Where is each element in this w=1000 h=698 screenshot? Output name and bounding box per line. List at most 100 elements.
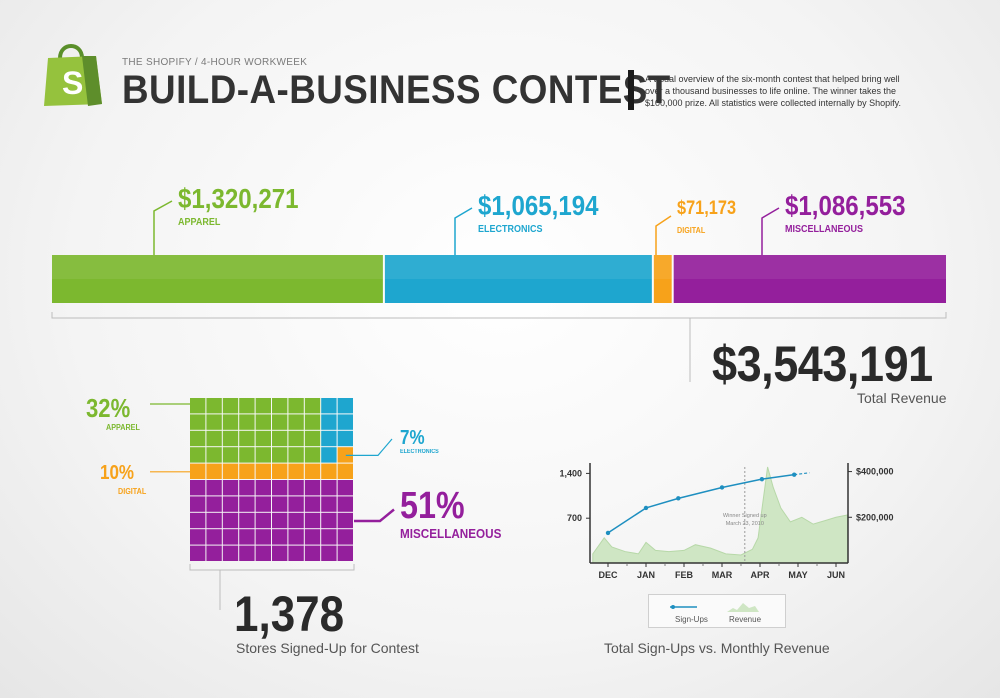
- page-title: BUILD-A-BUSINESS CONTEST: [122, 68, 671, 112]
- waffle-cell-apparel: [190, 414, 206, 430]
- signups-revenue-chart: Winner Signed up March 23, 2010 1,400 700 $4…: [559, 463, 894, 580]
- left-tick-label: 700: [567, 513, 582, 523]
- waffle-cell-miscellaneous: [190, 512, 206, 529]
- waffle-cell-apparel: [304, 414, 321, 430]
- waffle-category-miscellaneous: MISCELLANEOUS: [400, 526, 502, 541]
- waffle-cell-apparel: [255, 398, 271, 414]
- revenue-bar-electronics: [384, 255, 652, 303]
- waffle-cell-miscellaneous: [222, 496, 239, 512]
- total-revenue-label: Total Revenue: [857, 390, 947, 406]
- revenue-amount-apparel: $1,320,271: [178, 183, 299, 214]
- signups-point: [759, 476, 765, 482]
- waffle-cell-miscellaneous: [239, 496, 255, 512]
- signups-line-projection: [794, 472, 810, 476]
- x-tick-label: APR: [750, 570, 770, 580]
- waffle-cell-apparel: [239, 447, 255, 463]
- revenue-category-apparel: APPAREL: [178, 217, 221, 228]
- waffle-cell-apparel: [206, 447, 222, 463]
- left-tick-label: 1,400: [559, 468, 582, 478]
- chart-caption: Total Sign-Ups vs. Monthly Revenue: [604, 640, 830, 656]
- signups-line: [607, 473, 795, 534]
- signups-point: [792, 472, 797, 477]
- waffle-percent-miscellaneous: 51%: [400, 485, 465, 527]
- waffle-cell-apparel: [288, 398, 304, 414]
- chart-legend: Sign-Ups Revenue: [648, 594, 786, 628]
- waffle-cell-miscellaneous: [288, 529, 304, 545]
- waffle-cell-miscellaneous: [321, 512, 337, 529]
- waffle-cell-apparel: [272, 447, 288, 463]
- waffle-category-digital: DIGITAL: [118, 487, 147, 496]
- waffle-cell-apparel: [222, 447, 239, 463]
- waffle-cell-miscellaneous: [321, 480, 337, 496]
- waffle-cell-apparel: [206, 430, 222, 447]
- revenue-category-miscellaneous: MISCELLANEOUS: [785, 224, 864, 235]
- waffle-cell-miscellaneous: [206, 480, 222, 496]
- waffle-cell-miscellaneous: [222, 480, 239, 496]
- waffle-cell-apparel: [206, 414, 222, 430]
- waffle-cell-miscellaneous: [272, 545, 288, 561]
- waffle-leader-miscellaneous: [354, 508, 395, 523]
- title-divider: [628, 70, 634, 110]
- signups-point: [605, 530, 611, 536]
- waffle-cell-digital: [239, 463, 255, 479]
- waffle-cell-miscellaneous: [206, 545, 222, 561]
- waffle-chart: [150, 398, 395, 610]
- waffle-cell-digital: [272, 463, 288, 479]
- waffle-cell-digital: [337, 447, 353, 463]
- waffle-category-electronics: ELECTRONICS: [400, 449, 439, 455]
- waffle-cell-apparel: [222, 430, 239, 447]
- waffle-cell-electronics: [337, 398, 353, 414]
- winner-annotation-line-1: Winner Signed up: [723, 513, 767, 519]
- revenue-bar-chart: [51, 200, 947, 382]
- waffle-cell-miscellaneous: [288, 545, 304, 561]
- waffle-cell-digital: [255, 463, 271, 479]
- callout-line-electronics: [454, 207, 473, 255]
- waffle-cell-miscellaneous: [321, 529, 337, 545]
- waffle-cell-apparel: [255, 447, 271, 463]
- waffle-cell-miscellaneous: [222, 545, 239, 561]
- waffle-cell-digital: [304, 463, 321, 479]
- revenue-amount-miscellaneous: $1,086,553: [785, 190, 906, 221]
- waffle-cell-miscellaneous: [337, 545, 353, 561]
- waffle-cell-electronics: [321, 447, 337, 463]
- waffle-cell-miscellaneous: [304, 512, 321, 529]
- waffle-cell-miscellaneous: [255, 480, 271, 496]
- waffle-cell-miscellaneous: [255, 529, 271, 545]
- waffle-cell-apparel: [190, 430, 206, 447]
- waffle-cell-miscellaneous: [222, 512, 239, 529]
- waffle-percent-digital: 10%: [100, 462, 135, 484]
- x-tick-label: JUN: [827, 570, 845, 580]
- revenue-amount-digital: $71,173: [677, 198, 737, 219]
- waffle-cell-miscellaneous: [288, 496, 304, 512]
- revenue-bar-miscellaneous: [673, 255, 946, 303]
- waffle-cell-miscellaneous: [190, 545, 206, 561]
- x-tick-label: FEB: [675, 570, 694, 580]
- waffle-leader-electronics: [345, 438, 393, 457]
- waffle-cell-apparel: [255, 430, 271, 447]
- x-tick-label: MAY: [788, 570, 807, 580]
- waffle-cell-apparel: [272, 414, 288, 430]
- legend-revenue-icon: [727, 603, 759, 612]
- signups-point: [719, 485, 725, 490]
- x-tick-label: DEC: [598, 570, 618, 580]
- description-text: A visual overview of the six-month conte…: [645, 74, 901, 108]
- x-tick-label: MAR: [712, 570, 733, 580]
- stores-count: 1,378: [234, 586, 345, 642]
- waffle-cell-apparel: [222, 398, 239, 414]
- waffle-cell-miscellaneous: [288, 480, 304, 496]
- waffle-cell-apparel: [222, 414, 239, 430]
- waffle-cell-electronics: [337, 430, 353, 447]
- waffle-cell-miscellaneous: [206, 529, 222, 545]
- revenue-bar-digital: [653, 255, 672, 303]
- waffle-cell-miscellaneous: [304, 545, 321, 561]
- waffle-cell-digital: [222, 463, 239, 479]
- waffle-cell-digital: [288, 463, 304, 479]
- waffle-cell-apparel: [288, 430, 304, 447]
- waffle-cell-miscellaneous: [206, 512, 222, 529]
- waffle-cell-miscellaneous: [255, 512, 271, 529]
- waffle-cell-miscellaneous: [239, 512, 255, 529]
- waffle-cell-miscellaneous: [288, 512, 304, 529]
- waffle-cell-digital: [190, 463, 206, 479]
- waffle-cell-miscellaneous: [190, 480, 206, 496]
- callout-line-apparel: [153, 200, 173, 255]
